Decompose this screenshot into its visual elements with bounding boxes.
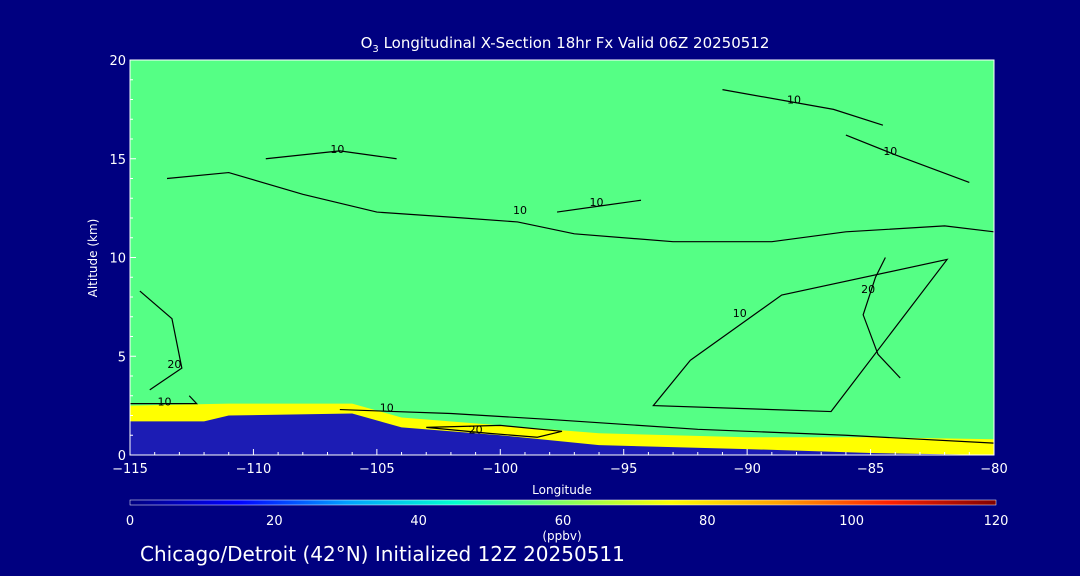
colorbar [129, 499, 997, 506]
contour-line [130, 395, 199, 405]
y-axis: 0 5 10 15 20 [109, 54, 136, 464]
y-tick-label: 10 [109, 252, 126, 267]
contour-line [339, 408, 994, 444]
ozone-band-55 [130, 60, 994, 440]
contour-line [556, 199, 642, 213]
colorbar-label: (ppbv) [542, 529, 581, 543]
x-tick-label: −95 [610, 462, 637, 477]
x-tick-label: −85 [857, 462, 884, 477]
x-tick-label: −105 [359, 462, 395, 477]
contour-label: 10 [380, 402, 394, 415]
colorbar-tick-label: 80 [699, 514, 716, 529]
contour-line [166, 171, 994, 243]
contour-line [862, 257, 901, 379]
colorbar-tick-label: 120 [984, 514, 1009, 529]
x-tick-label: −90 [733, 462, 760, 477]
title-prefix: O [361, 34, 373, 52]
colorbar-tick-label: 40 [410, 514, 427, 529]
colorbar-tick-label: 60 [555, 514, 572, 529]
y-tick-label: 20 [109, 54, 126, 69]
contour-label: 10 [787, 93, 801, 106]
chart-title: O3 Longitudinal X-Section 18hr Fx Valid … [361, 34, 770, 55]
contour-line [139, 290, 183, 391]
y-axis-title: Altitude (km) [86, 219, 100, 298]
colorbar-ticks: 0 20 40 60 80 100 120 [126, 514, 1009, 529]
y-tick-label: 15 [109, 153, 126, 168]
colorbar-tick-label: 20 [266, 514, 283, 529]
title-text: Longitudinal X-Section 18hr Fx Valid 06Z… [379, 34, 770, 52]
contour-label: 20 [167, 358, 181, 371]
y-tick-label: 5 [118, 350, 126, 365]
ozone-field [130, 60, 994, 455]
x-axis-title: Longitude [532, 483, 592, 497]
colorbar-tick-label: 0 [126, 514, 134, 529]
colorbar-tick-label: 100 [839, 514, 864, 529]
contour-line [722, 89, 884, 126]
contour-line [265, 150, 397, 160]
contour-line [845, 134, 970, 184]
contour-label: 10 [513, 204, 527, 217]
contour-label: 10 [330, 143, 344, 156]
contour-label: 10 [883, 145, 897, 158]
footer-caption: Chicago/Detroit (42°N) Initialized 12Z 2… [140, 542, 625, 566]
contour-label: 10 [158, 396, 172, 409]
title-subscript: 3 [372, 44, 378, 55]
contour-label: 10 [733, 307, 747, 320]
x-axis: −115 −110 −105 −100 −95 −90 −85 −80 [112, 449, 1008, 477]
x-tick-label: −110 [236, 462, 272, 477]
contour-line [426, 424, 563, 438]
y-tick-label: 0 [118, 449, 126, 464]
terrain-mask [130, 413, 994, 455]
contour-label: 20 [861, 283, 875, 296]
x-tick-label: −80 [980, 462, 1007, 477]
contour-line [652, 258, 949, 413]
x-tick-label: −115 [112, 462, 148, 477]
contour-label: 10 [590, 196, 604, 209]
x-tick-label: −100 [482, 462, 518, 477]
contour-label: 20 [469, 423, 483, 436]
contour-lines: 10 20 20 10 10 20 10 10 10 10 10 [130, 89, 994, 444]
plot-area: 10 20 20 10 10 20 10 10 10 10 10 [130, 60, 994, 455]
